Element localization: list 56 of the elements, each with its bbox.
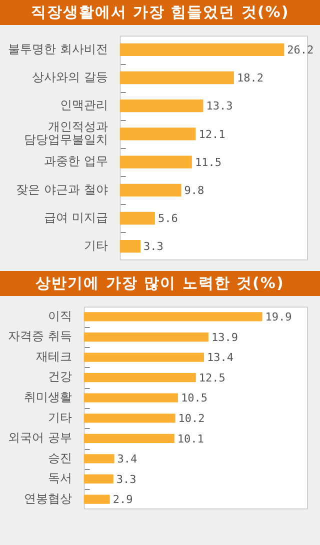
data-label: 12.1 xyxy=(198,128,226,141)
y-tick-label: 기타 xyxy=(84,238,108,252)
bar xyxy=(120,240,141,253)
y-tick-label: 과중한 업무 xyxy=(44,154,108,168)
bar xyxy=(120,100,204,112)
bar xyxy=(84,312,262,322)
bar xyxy=(120,184,182,196)
bar xyxy=(84,393,178,402)
y-tick-label: 기타 xyxy=(48,410,72,424)
y-tick-label: 이직 xyxy=(48,308,72,323)
y-tick-label: 상사와의 갈등 xyxy=(32,70,108,84)
y-tick-label: 외국어 공부 xyxy=(8,430,72,445)
data-label: 3.3 xyxy=(116,472,136,486)
chart-title: 상반기에 가장 많이 노력한 것(%) xyxy=(0,271,320,296)
data-label: 26.2 xyxy=(287,44,314,57)
bar xyxy=(84,414,176,423)
y-tick-label: 잦은 야근과 철야 xyxy=(16,182,108,196)
data-label: 10.2 xyxy=(178,412,205,425)
data-label: 13.3 xyxy=(206,100,233,113)
y-tick-label: 자격증 취득 xyxy=(8,329,72,344)
data-label: 12.5 xyxy=(198,371,226,384)
y-tick-label: 급여 미지급 xyxy=(44,210,108,224)
data-label: 10.1 xyxy=(177,432,204,446)
y-tick-label: 취미생활 xyxy=(24,390,72,404)
data-label: 10.5 xyxy=(180,392,208,405)
y-tick-label: 독서 xyxy=(48,471,72,486)
bar xyxy=(84,352,204,362)
bar xyxy=(84,454,114,464)
data-label: 11.5 xyxy=(194,156,222,169)
bar xyxy=(84,434,174,443)
y-tick-label: 건강 xyxy=(48,370,72,384)
y-tick-label: 개인적성과 담당업무불일치 xyxy=(24,119,108,147)
bar xyxy=(120,212,155,225)
bar xyxy=(120,43,284,56)
bar xyxy=(84,373,196,382)
y-tick-label: 불투명한 회사비전 xyxy=(8,42,108,56)
data-label: 13.4 xyxy=(206,351,234,364)
y-tick-label: 승진 xyxy=(48,450,72,465)
y-tick-label: 재테크 xyxy=(36,349,72,364)
data-label: 19.9 xyxy=(265,310,292,324)
bar xyxy=(84,494,110,504)
y-tick-label: 연봉협상 xyxy=(24,491,72,506)
y-tick-label: 인맥관리 xyxy=(60,98,108,112)
data-label: 5.6 xyxy=(158,212,178,226)
bar xyxy=(84,474,114,484)
bar xyxy=(120,71,234,84)
data-label: 3.3 xyxy=(144,240,164,254)
data-label: 2.9 xyxy=(112,493,133,506)
chart-title: 직장생활에서 가장 힘들었던 것(%) xyxy=(0,0,320,25)
bar xyxy=(84,332,208,342)
data-label: 3.4 xyxy=(117,452,138,466)
bar xyxy=(120,128,196,140)
bar xyxy=(120,156,192,168)
data-label: 18.2 xyxy=(236,72,264,85)
data-label: 13.9 xyxy=(211,330,238,344)
data-label: 9.8 xyxy=(184,184,204,198)
